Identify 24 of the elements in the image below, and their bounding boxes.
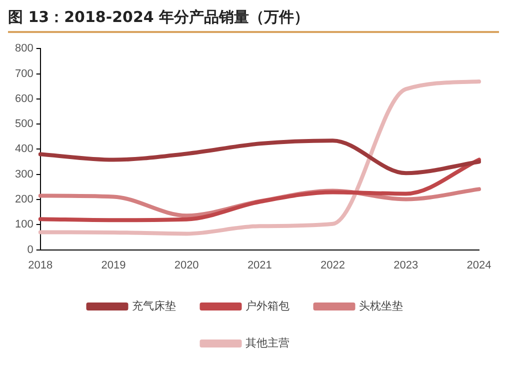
legend-label: 户外箱包 — [245, 299, 290, 312]
chart-title: 图 13：2018-2024 年分产品销量（万件） — [8, 8, 499, 33]
y-tick-label: 200 — [14, 194, 34, 206]
line-series — [38, 80, 481, 236]
legend-label: 充气床垫 — [132, 299, 176, 312]
line-series — [38, 158, 481, 222]
line-series — [38, 138, 481, 176]
y-tick-label: 0 — [27, 244, 34, 256]
x-tick-label: 2020 — [174, 259, 199, 272]
x-tick-label: 2024 — [466, 259, 492, 272]
y-tick-label: 600 — [14, 92, 34, 105]
y-tick-label: 100 — [14, 218, 34, 231]
y-tick-label: 700 — [14, 68, 34, 80]
y-tick-label: 500 — [14, 118, 34, 130]
legend-label: 其他主营 — [245, 336, 290, 350]
y-tick-label: 800 — [14, 42, 34, 55]
x-tick-label: 2019 — [101, 259, 126, 272]
x-tick-label: 2018 — [28, 259, 53, 272]
x-tick-label: 2023 — [394, 259, 418, 272]
y-tick-label: 300 — [14, 168, 34, 180]
y-tick-label: 400 — [14, 143, 34, 156]
legend-label: 头枕坐垫 — [358, 299, 403, 312]
x-tick-label: 2022 — [320, 259, 346, 272]
x-tick-label: 2021 — [247, 259, 272, 272]
